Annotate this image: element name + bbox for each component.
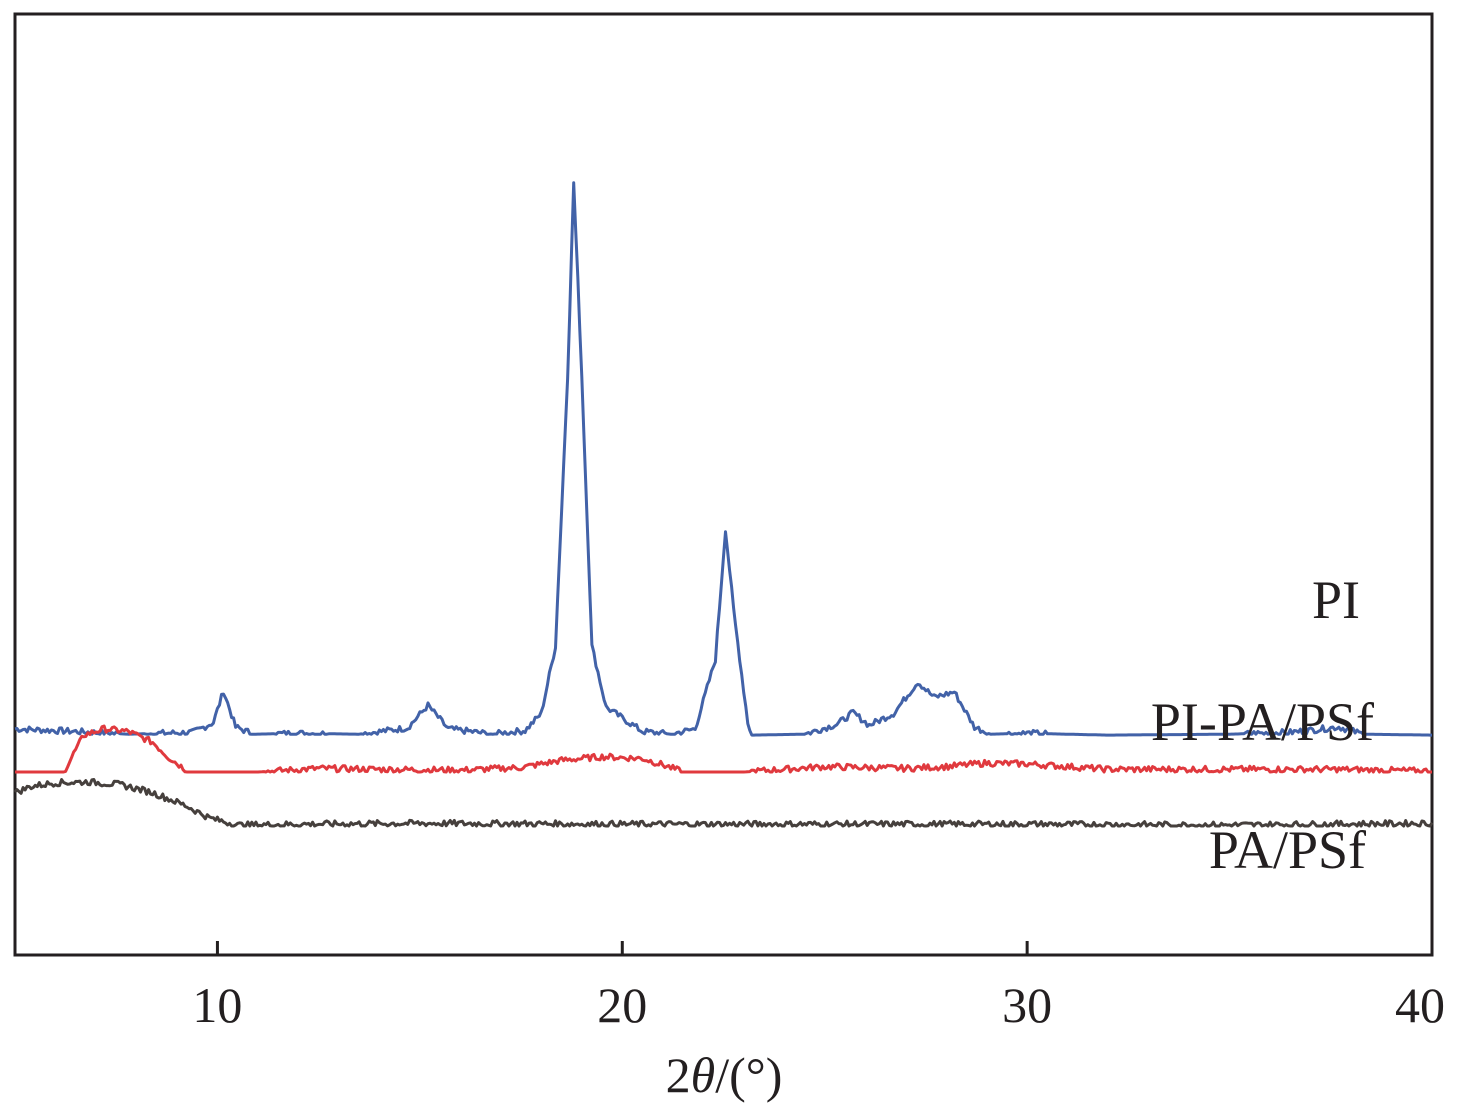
series-layer — [13, 181, 1434, 828]
x-axis-label-theta: θ — [691, 1047, 716, 1103]
series-label-pi: PI — [1312, 570, 1360, 630]
series-label-pa-psf: PA/PSf — [1209, 820, 1366, 880]
tick-layer: 10 20 30 40 — [192, 941, 1445, 1033]
series-line-pa-psf — [13, 778, 1434, 828]
series-line-pi-pa-psf — [15, 724, 1432, 774]
plot-frame — [13, 12, 1434, 957]
series-label-pi-pa-psf: PI-PA/PSf — [1151, 692, 1374, 752]
x-axis-label-prefix: 2 — [666, 1047, 691, 1103]
x-tick-label-20: 20 — [597, 977, 647, 1033]
x-tick-label-10: 10 — [192, 977, 242, 1033]
x-axis-label: 2θ/(°) — [666, 1047, 783, 1103]
x-tick-label-30: 30 — [1002, 977, 1052, 1033]
x-axis-label-unit: /(°) — [715, 1047, 782, 1103]
x-tick-label-40: 40 — [1395, 977, 1445, 1033]
series-line-pi — [14, 181, 1432, 737]
